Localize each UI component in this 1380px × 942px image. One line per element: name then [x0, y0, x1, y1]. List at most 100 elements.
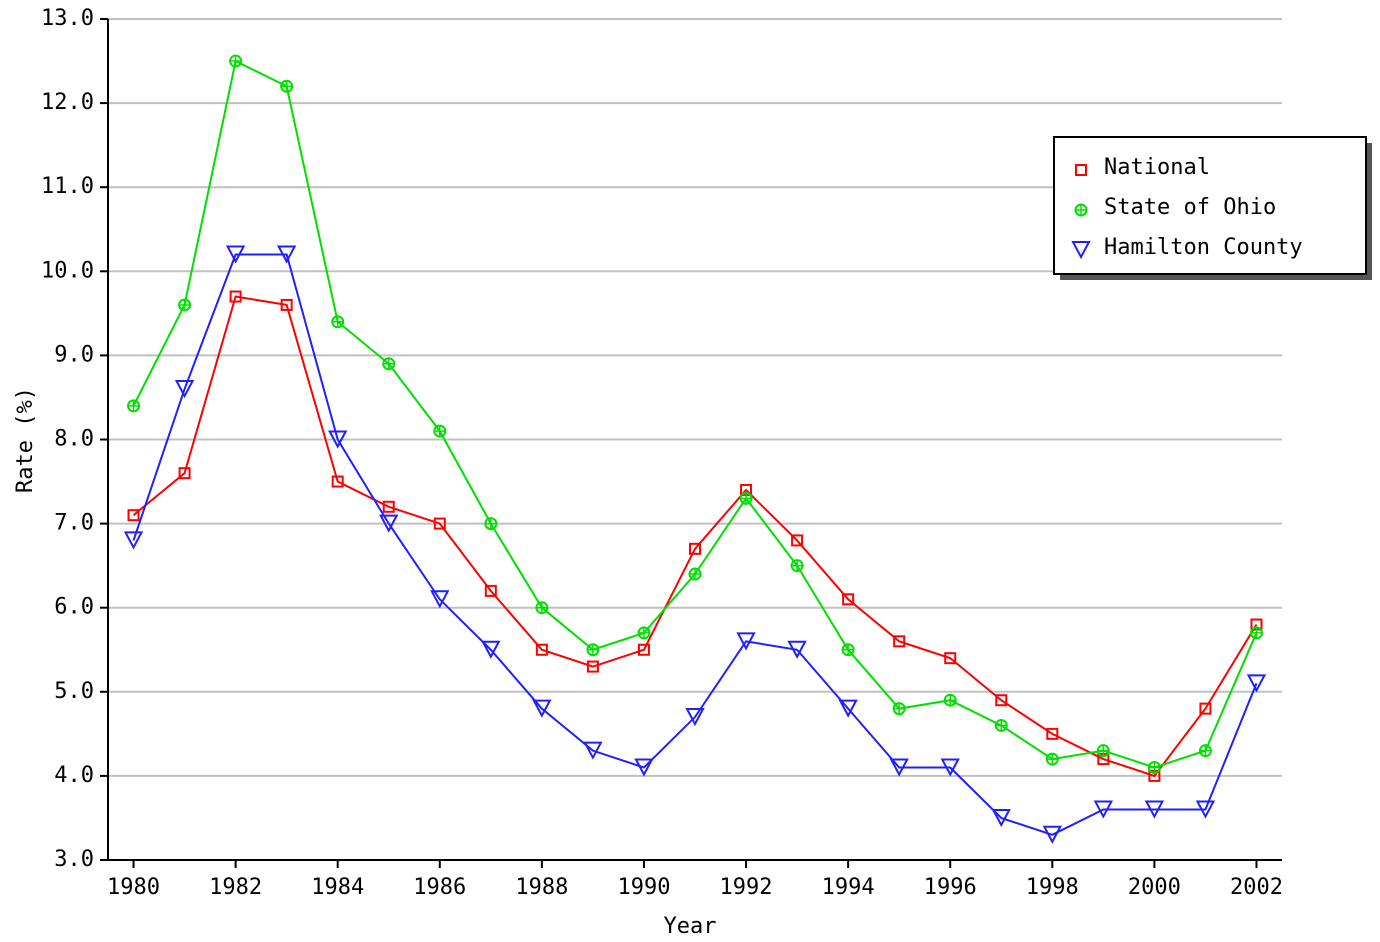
x-tick-label: 2002: [1230, 875, 1283, 900]
marker: [995, 694, 1008, 707]
marker-ring: [688, 567, 702, 581]
marker: [1093, 800, 1114, 819]
marker: [127, 399, 141, 413]
marker-ring: [586, 643, 600, 657]
marker-cross: [485, 518, 496, 529]
y-tick-label: 3.0: [54, 847, 94, 872]
x-tick-label: 1980: [107, 875, 160, 900]
marker: [688, 567, 702, 581]
marker: [739, 491, 753, 505]
marker: [1046, 727, 1059, 740]
marker: [1198, 744, 1212, 758]
marker-cross: [1149, 762, 1160, 773]
marker: [174, 380, 195, 399]
marker: [229, 54, 243, 68]
marker: [382, 357, 396, 371]
marker: [791, 534, 804, 547]
marker: [637, 643, 650, 656]
marker: [889, 758, 909, 777]
marker: [280, 79, 294, 93]
marker-cross: [128, 400, 139, 411]
marker-ring: [790, 559, 804, 573]
marker: [637, 626, 651, 640]
marker: [382, 500, 395, 513]
marker: [276, 245, 297, 264]
marker: [736, 632, 756, 651]
marker-ring: [127, 399, 141, 413]
x-tick-label: 2000: [1128, 875, 1181, 900]
y-tick-label: 13.0: [41, 6, 94, 31]
marker: [532, 699, 552, 718]
marker-cross: [383, 358, 394, 369]
y-axis-label: Rate (%): [13, 387, 38, 493]
marker: [1075, 164, 1087, 176]
marker-cross: [638, 627, 649, 638]
marker: [1045, 752, 1059, 766]
marker-cross: [741, 493, 752, 504]
legend-label: National: [1104, 155, 1210, 180]
marker: [790, 559, 804, 573]
marker: [586, 660, 599, 673]
x-tick-label: 1992: [720, 875, 773, 900]
y-tick-label: 9.0: [54, 342, 94, 367]
marker: [943, 693, 957, 707]
marker: [838, 699, 858, 718]
marker-cross: [1251, 627, 1262, 638]
marker: [127, 509, 140, 522]
marker: [634, 758, 654, 777]
marker: [1071, 241, 1091, 260]
marker-cross: [536, 602, 547, 613]
marker-ring: [943, 693, 957, 707]
legend-box: [1053, 136, 1367, 275]
marker-cross: [281, 81, 292, 92]
marker-ring: [841, 643, 855, 657]
marker-cross: [843, 644, 854, 655]
marker-ring: [484, 517, 498, 531]
marker-cross: [690, 569, 700, 580]
marker-ring: [1045, 752, 1059, 766]
y-tick-label: 4.0: [54, 763, 94, 788]
marker-cross: [996, 720, 1007, 731]
legend-label: State of Ohio: [1104, 195, 1276, 220]
marker: [991, 808, 1011, 828]
marker: [841, 643, 855, 657]
marker-ring: [1147, 760, 1161, 774]
marker: [940, 758, 960, 777]
marker: [178, 467, 191, 480]
marker: [225, 245, 246, 264]
marker: [178, 298, 192, 312]
x-tick-label: 1984: [311, 875, 364, 900]
marker: [123, 531, 144, 550]
x-tick-label: 1986: [413, 875, 466, 900]
marker-cross: [894, 703, 905, 714]
x-tick-label: 1994: [822, 875, 875, 900]
marker-cross: [230, 56, 241, 67]
marker-ring: [1096, 744, 1110, 758]
series-line: [132, 253, 1258, 836]
marker-ring: [1249, 626, 1263, 640]
marker-cross: [792, 560, 803, 571]
marker: [994, 718, 1008, 732]
marker-ring: [1198, 744, 1212, 758]
marker: [842, 593, 855, 606]
marker-cross: [1076, 205, 1086, 215]
marker: [433, 424, 447, 438]
marker: [586, 643, 600, 657]
marker-ring: [178, 298, 192, 312]
marker: [685, 708, 705, 727]
marker: [1096, 744, 1110, 758]
legend-label: Hamilton County: [1104, 235, 1303, 260]
y-tick-label: 10.0: [41, 258, 94, 283]
marker-cross: [179, 299, 190, 310]
marker: [1246, 674, 1267, 693]
marker: [379, 514, 399, 533]
marker-ring: [535, 601, 549, 615]
marker-ring: [892, 702, 906, 716]
y-tick-label: 8.0: [54, 427, 94, 452]
series-line: [132, 295, 1258, 778]
marker: [944, 652, 957, 665]
x-tick-label: 1996: [924, 875, 977, 900]
x-tick-label: 1990: [617, 875, 670, 900]
y-tick-label: 11.0: [41, 174, 94, 199]
marker-ring: [382, 357, 396, 371]
